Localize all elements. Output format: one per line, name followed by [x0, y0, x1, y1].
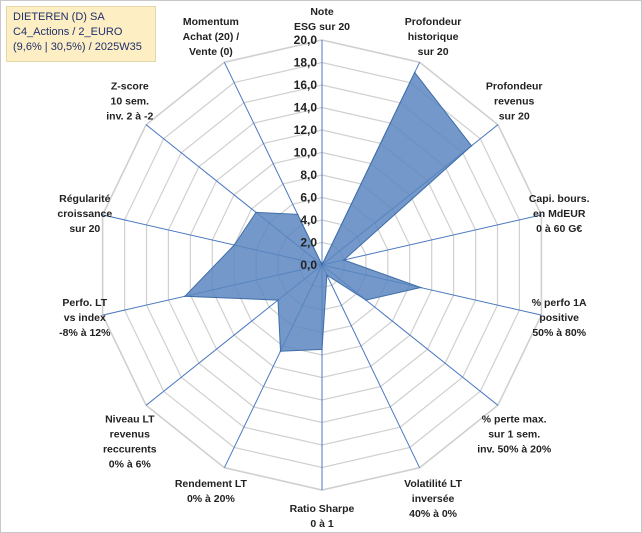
axis-label: Perfo. LT vs index -8% à 12%: [59, 297, 111, 339]
stats-line: (9,6% | 30,5%) / 2025W35: [13, 41, 142, 53]
axis-label: Niveau LT revenus reccurents 0% à 6%: [103, 413, 157, 470]
tick-label: 14,0: [294, 101, 318, 115]
axis-label: Régularité croissance sur 20: [57, 193, 112, 235]
data-point: [419, 286, 422, 289]
data-point: [279, 350, 282, 353]
data-area: [183, 71, 473, 352]
data-point: [321, 264, 323, 266]
tick-label: 18,0: [294, 56, 318, 70]
axis-label: % perfo 1A positive 50% à 80%: [532, 297, 587, 339]
data-point: [233, 244, 236, 246]
tick-label: 6,0: [300, 191, 317, 205]
data-point: [326, 274, 328, 276]
axis-label: Note ESG sur 20: [294, 6, 350, 33]
data-point: [413, 71, 416, 74]
tick-label: 16,0: [294, 78, 318, 92]
axis-label: Rendement LT 0% à 20%: [175, 478, 248, 505]
company-name: DIETEREN (D) SA: [13, 11, 105, 23]
category-line: C4_Actions / 2_EURO: [13, 26, 123, 38]
axis-spoke: [321, 214, 542, 266]
axis-label: Momentum Achat (20) / Vente (0): [183, 16, 240, 58]
tick-label: 12,0: [294, 123, 318, 137]
axis-spoke: [321, 264, 421, 468]
axis-label: Ratio Sharpe 0 à 1: [290, 503, 355, 530]
tick-label: 4,0: [300, 213, 317, 227]
tick-label: 20,0: [294, 33, 318, 47]
data-point: [343, 259, 345, 261]
data-point: [470, 145, 473, 147]
axis-label: % perte max. sur 1 sem. inv. 50% à 20%: [477, 413, 552, 455]
axis-label: Z-score 10 sem. inv. 2 à -2: [106, 81, 153, 123]
data-point: [255, 211, 257, 214]
data-point: [365, 299, 367, 301]
data-point: [277, 299, 279, 301]
data-point: [296, 213, 299, 216]
data-point: [321, 348, 323, 351]
axis-label: Capi. bours. en MdEUR 0 à 60 G€: [529, 193, 590, 235]
axis-label: Profondeur historique sur 20: [405, 16, 462, 58]
axis-label: Profondeur revenus sur 20: [486, 81, 543, 123]
tick-label: 0,0: [300, 258, 317, 272]
chart-title-box: DIETEREN (D) SA C4_Actions / 2_EURO (9,6…: [6, 6, 156, 62]
axis-label: Volatilité LT inversée 40% à 0%: [404, 478, 463, 520]
tick-label: 2,0: [300, 236, 317, 250]
tick-label: 10,0: [294, 146, 318, 160]
tick-label: 8,0: [300, 168, 317, 182]
data-point: [184, 295, 186, 298]
